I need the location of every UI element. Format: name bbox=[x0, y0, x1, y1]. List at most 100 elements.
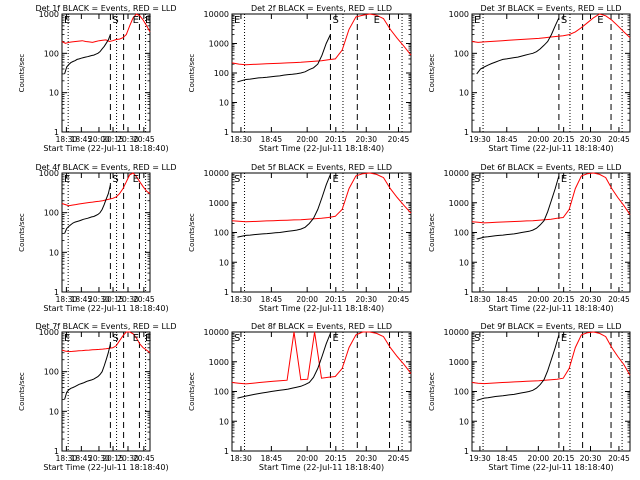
panel-title: Det 5f BLACK = Events, RED = LLD bbox=[251, 163, 392, 172]
x-tick-label: 18:45 bbox=[71, 135, 93, 144]
x-tick-label: 20:45 bbox=[608, 295, 630, 304]
x-tick-label: 19:30 bbox=[469, 454, 491, 463]
x-tick-label: 18:45 bbox=[261, 454, 283, 463]
y-axis-label: Counts/sec bbox=[18, 372, 26, 411]
panel-title: Det 7f BLACK = Events, RED = LLD bbox=[35, 322, 176, 331]
x-tick-label: 20:00 bbox=[296, 135, 318, 144]
y-tick-label: 1 bbox=[464, 128, 469, 137]
y-tick-label: 10000 bbox=[204, 169, 229, 178]
event-marker-letter: S bbox=[474, 174, 480, 185]
series-red-lld bbox=[231, 331, 412, 385]
y-tick-label: 10 bbox=[219, 99, 229, 108]
x-axis-label: Start Time (22-Jul-11 18:18:40) bbox=[259, 144, 384, 153]
x-tick-label: 18:30 bbox=[230, 135, 252, 144]
x-tick-label: 20:45 bbox=[133, 135, 155, 144]
panel-7: Det 7f BLACK = Events, RED = LLD Counts/s… bbox=[18, 322, 177, 472]
panel-4: Det 4f BLACK = Events, RED = LLD Counts/s… bbox=[18, 163, 177, 313]
x-tick-label: 20:00 bbox=[528, 454, 550, 463]
panel-3: Det 3f BLACK = Events, RED = LLD Counts/s… bbox=[428, 4, 631, 153]
series-red-lld bbox=[471, 13, 631, 43]
x-tick-label: 20:15 bbox=[553, 454, 575, 463]
plot-frame bbox=[61, 13, 151, 133]
y-axis-label: Counts/sec bbox=[18, 213, 26, 252]
event-marker-letter: E bbox=[145, 15, 151, 26]
x-tick-label: 20:15 bbox=[325, 454, 347, 463]
series-black-events bbox=[237, 174, 331, 238]
series-red-lld bbox=[231, 13, 412, 66]
x-axis-label: Start Time (22-Jul-11 18:18:40) bbox=[43, 144, 168, 153]
y-axis-label: Counts/sec bbox=[428, 54, 436, 93]
event-marker-letter: E bbox=[474, 15, 480, 26]
x-tick-label: 20:00 bbox=[296, 295, 318, 304]
x-axis-label: Start Time (22-Jul-11 18:18:40) bbox=[259, 304, 384, 313]
x-tick-label: 20:30 bbox=[117, 295, 139, 304]
panel-1: Det 1f BLACK = Events, RED = LLD Counts/s… bbox=[18, 4, 177, 153]
event-marker-letter: E bbox=[133, 15, 139, 26]
x-tick-label: 18:30 bbox=[469, 295, 491, 304]
event-marker-letter: S bbox=[332, 15, 338, 26]
series-black-events bbox=[476, 17, 560, 75]
x-tick-label: 20:45 bbox=[388, 295, 410, 304]
panel-title: Det 3f BLACK = Events, RED = LLD bbox=[480, 4, 621, 13]
event-marker-letter: S bbox=[234, 333, 240, 344]
event-marker-letter: E bbox=[332, 333, 338, 344]
x-tick-label: 20:00 bbox=[88, 135, 110, 144]
y-tick-label: 100 bbox=[214, 69, 229, 78]
x-axis-label: Start Time (22-Jul-11 18:18:40) bbox=[488, 463, 613, 472]
x-tick-label: 20:15 bbox=[325, 295, 347, 304]
y-tick-label: 100 bbox=[44, 368, 59, 377]
series-red-lld bbox=[471, 172, 631, 224]
panel-title: Det 9f BLACK = Events, RED = LLD bbox=[480, 322, 621, 331]
y-tick-label: 1000 bbox=[209, 358, 229, 367]
y-axis-label: Counts/sec bbox=[18, 54, 26, 93]
y-tick-label: 1 bbox=[224, 128, 229, 137]
event-marker-letter: S bbox=[112, 15, 118, 26]
y-tick-label: 10000 bbox=[204, 328, 229, 337]
y-axis-label: Counts/sec bbox=[428, 372, 436, 411]
plot-frame bbox=[231, 331, 412, 452]
panel-title: Det 6f BLACK = Events, RED = LLD bbox=[480, 163, 621, 172]
y-tick-label: 10000 bbox=[204, 10, 229, 19]
x-tick-label: 18:45 bbox=[71, 295, 93, 304]
series-red-lld bbox=[231, 172, 412, 223]
y-tick-label: 10 bbox=[219, 417, 229, 426]
x-axis-label: Start Time (22-Jul-11 18:18:40) bbox=[488, 304, 613, 313]
plot-frame bbox=[471, 172, 631, 293]
y-tick-label: 1000 bbox=[39, 328, 59, 337]
event-marker-letter: S bbox=[561, 15, 567, 26]
series-black-events bbox=[64, 343, 111, 400]
plot-frame bbox=[231, 172, 412, 293]
x-tick-label: 20:15 bbox=[553, 135, 575, 144]
event-marker-letter: S bbox=[474, 333, 480, 344]
x-tick-label: 20:45 bbox=[133, 454, 155, 463]
series-black-events bbox=[237, 34, 331, 83]
x-tick-label: 20:45 bbox=[388, 135, 410, 144]
x-tick-label: 20:45 bbox=[133, 295, 155, 304]
series-black-events bbox=[64, 184, 111, 234]
y-tick-label: 10000 bbox=[444, 169, 469, 178]
y-tick-label: 100 bbox=[214, 229, 229, 238]
x-tick-label: 20:00 bbox=[528, 295, 550, 304]
x-tick-label: 20:15 bbox=[102, 135, 124, 144]
x-tick-label: 20:30 bbox=[355, 135, 377, 144]
y-tick-label: 1000 bbox=[449, 358, 469, 367]
x-tick-label: 18:45 bbox=[496, 454, 518, 463]
y-tick-label: 10 bbox=[459, 417, 469, 426]
plot-frame bbox=[471, 13, 631, 133]
series-black-events bbox=[237, 333, 331, 399]
event-marker-letter: E bbox=[64, 333, 70, 344]
y-axis-label: Counts/sec bbox=[188, 372, 196, 411]
y-tick-label: 1 bbox=[464, 288, 469, 297]
event-marker-letter: E bbox=[597, 15, 603, 26]
x-tick-label: 18:30 bbox=[230, 295, 252, 304]
x-axis-label: Start Time (22-Jul-11 18:18:40) bbox=[488, 144, 613, 153]
panel-8: Det 8f BLACK = Events, RED = LLD Counts/s… bbox=[188, 322, 412, 472]
x-tick-label: 20:30 bbox=[355, 295, 377, 304]
x-tick-label: 18:30 bbox=[56, 454, 78, 463]
panel-5: Det 5f BLACK = Events, RED = LLD Counts/s… bbox=[188, 163, 412, 313]
x-tick-label: 18:30 bbox=[56, 135, 78, 144]
panel-9: Det 9f BLACK = Events, RED = LLD Counts/s… bbox=[428, 322, 631, 472]
y-tick-label: 10 bbox=[459, 89, 469, 98]
series-red-lld bbox=[61, 13, 151, 44]
event-marker-letter: E bbox=[133, 174, 139, 185]
